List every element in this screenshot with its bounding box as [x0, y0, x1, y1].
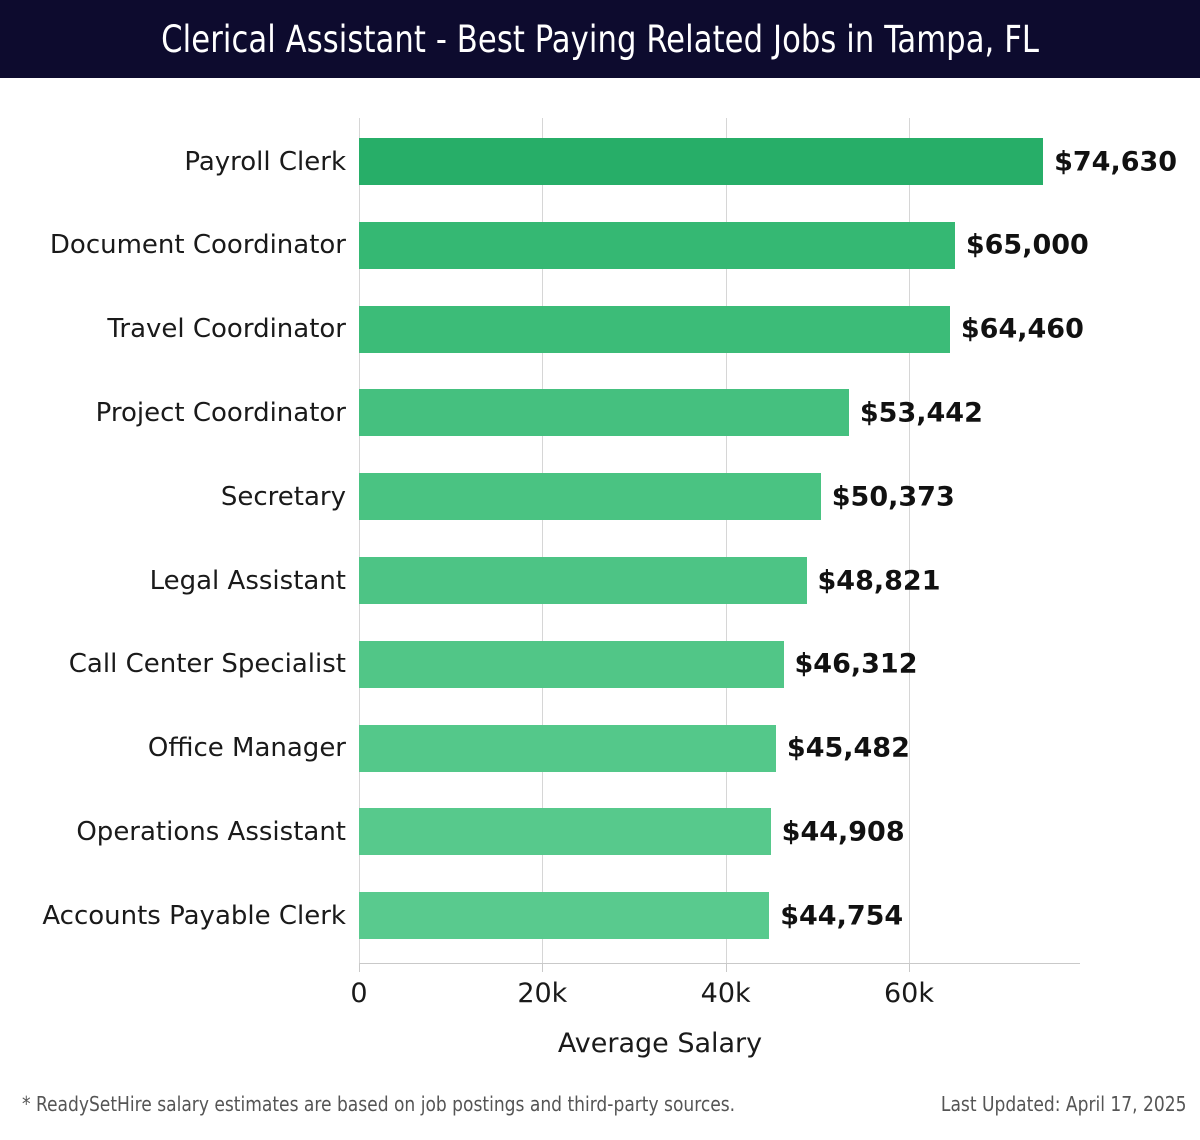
x-tick-mark [542, 963, 544, 972]
y-axis-category-label: Office Manager [147, 733, 346, 764]
x-tick-mark [909, 963, 910, 972]
y-axis-category-label: Payroll Clerk [184, 146, 346, 177]
y-axis-category-label: Travel Coordinator [107, 314, 346, 345]
x-tick-mark [725, 963, 727, 972]
y-axis-category-label: Call Center Specialist [68, 649, 346, 680]
bar[interactable] [359, 640, 784, 688]
x-tick-mark [359, 963, 360, 972]
x-axis-title-text: Average Salary [557, 1028, 763, 1059]
x-tick-label: 40k [700, 978, 751, 1009]
bar[interactable] [359, 138, 1044, 185]
bar-value-label: $48,821 [817, 565, 941, 596]
y-axis-category-label: Legal Assistant [149, 565, 346, 596]
x-tick-label: 20k [517, 978, 568, 1009]
bar-value-label: $44,754 [780, 900, 904, 932]
x-tick-label: 0 [350, 978, 368, 1009]
y-axis-category-label: Operations Assistant [76, 816, 346, 847]
bar-row[interactable]: Project Coordinator $53,442 [0, 389, 1200, 437]
bar-value-label: $74,630 [1054, 146, 1178, 177]
x-axis-title: Average Salary [0, 1028, 1200, 1059]
y-axis-category-label: Document Coordinator [49, 230, 346, 261]
footer-last-updated: Last Updated: April 17, 2025 [940, 1092, 1186, 1116]
bar-row[interactable]: Operations Assistant $44,908 [0, 808, 1200, 856]
bar[interactable] [359, 221, 955, 269]
bar[interactable] [359, 389, 849, 437]
bar-value-label: $65,000 [965, 229, 1089, 261]
chart-footer: * ReadySetHire salary estimates are base… [0, 1092, 1200, 1140]
bar-value-label: $64,460 [960, 313, 1084, 345]
bar-value-label: $53,442 [859, 397, 983, 429]
bar-row[interactable]: Office Manager $45,482 [0, 724, 1200, 772]
bar-value-label: $45,482 [786, 732, 910, 764]
y-axis-category-label: Accounts Payable Clerk [42, 900, 346, 931]
bar-row[interactable]: Payroll Clerk $74,630 [0, 138, 1200, 185]
bar[interactable] [359, 305, 950, 353]
bar-row[interactable]: Call Center Specialist $46,312 [0, 640, 1200, 688]
bar-value-label: $44,908 [781, 816, 905, 848]
page-title: Clerical Assistant - Best Paying Related… [161, 17, 1039, 61]
bar[interactable] [359, 557, 807, 604]
x-tick-label: 60k [884, 978, 934, 1009]
y-axis-category-label: Project Coordinator [95, 397, 346, 428]
bar[interactable] [359, 724, 776, 772]
bar-row[interactable]: Secretary $50,373 [0, 473, 1200, 521]
y-axis-category-label: Secretary [220, 481, 346, 512]
bar[interactable] [359, 892, 770, 940]
plot-area: 0 20k 40k 60k Payroll Clerk $74,630 Document … [0, 78, 1200, 1078]
bar-row[interactable]: Accounts Payable Clerk $44,754 [0, 892, 1200, 940]
bar-row[interactable]: Document Coordinator $65,000 [0, 221, 1200, 269]
x-axis-line [359, 963, 1080, 964]
footer-disclaimer: * ReadySetHire salary estimates are base… [22, 1092, 736, 1116]
bar-value-label: $46,312 [794, 648, 918, 680]
bar[interactable] [359, 808, 771, 856]
bar-row[interactable]: Travel Coordinator $64,460 [0, 305, 1200, 353]
bar-row[interactable]: Legal Assistant $48,821 [0, 557, 1200, 604]
bar[interactable] [359, 473, 821, 521]
bar-value-label: $50,373 [831, 481, 955, 513]
chart-header: Clerical Assistant - Best Paying Related… [0, 0, 1200, 78]
